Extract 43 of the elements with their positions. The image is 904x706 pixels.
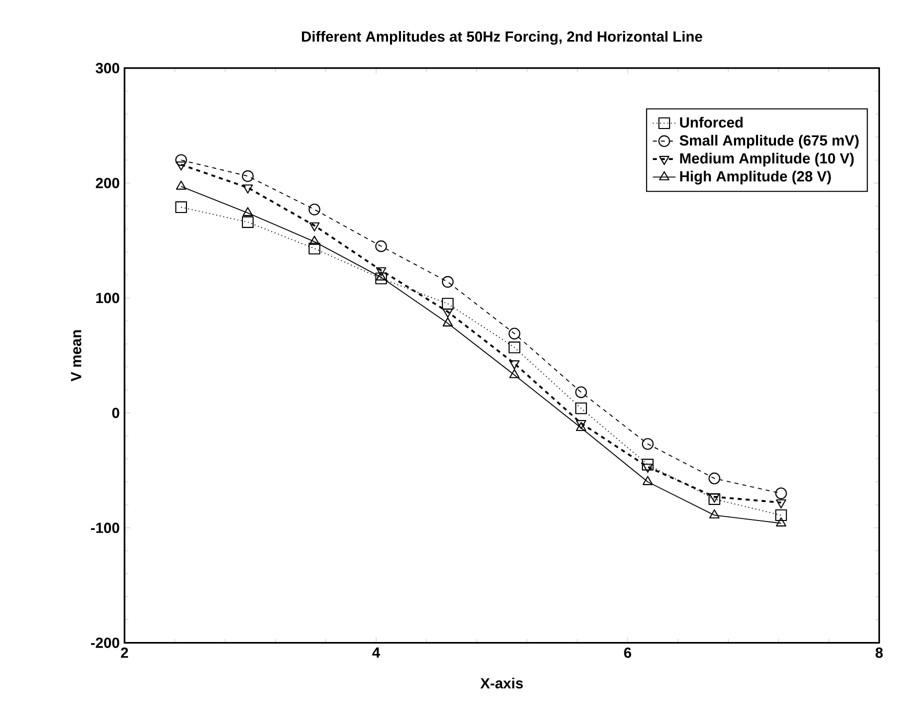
point: [642, 438, 654, 450]
y-tick-label: -100: [91, 522, 120, 534]
point: [776, 517, 786, 526]
y-tick-label: 300: [96, 62, 120, 74]
point: [376, 267, 386, 276]
x-tick-label: 8: [876, 648, 883, 658]
point: [175, 201, 187, 214]
point: [309, 222, 320, 232]
x-axis-title: X-axis: [480, 678, 523, 688]
point: [709, 509, 720, 518]
point: [642, 476, 653, 486]
point: [642, 458, 654, 470]
x-tick-label: 4: [372, 647, 380, 658]
point: [308, 204, 320, 216]
point: [775, 487, 787, 500]
x-tick-label: 6: [624, 648, 632, 658]
point: [375, 272, 387, 284]
y-tick-label: -200: [91, 638, 120, 648]
point: [575, 386, 587, 398]
y-tick-label: 200: [96, 178, 120, 188]
legend-label: Small Amplitude (675 mV): [680, 134, 859, 148]
point: [508, 328, 520, 340]
point: [308, 242, 320, 254]
point: [442, 298, 454, 310]
point: [508, 342, 520, 354]
point: [242, 216, 254, 228]
point: [442, 276, 454, 288]
point: [708, 472, 720, 484]
point: [775, 509, 787, 522]
point: [242, 184, 253, 194]
point: [375, 240, 387, 252]
legend-label: Medium Amplitude (10 V): [680, 152, 854, 166]
chart-title: Different Amplitudes at 50Hz Forcing, 2nd Horizontal Line: [302, 31, 702, 45]
point: [575, 402, 587, 414]
point: [176, 161, 186, 171]
legend-label: High Amplitude (28 V): [680, 170, 831, 184]
y-tick-label: 0: [112, 408, 120, 418]
point: [242, 170, 254, 182]
x-tick-label: 2: [120, 648, 128, 658]
y-tick-label: 100: [96, 292, 120, 304]
y-axis-title: V mean: [71, 330, 82, 382]
point: [175, 154, 187, 166]
legend-label: Unforced: [680, 116, 743, 128]
